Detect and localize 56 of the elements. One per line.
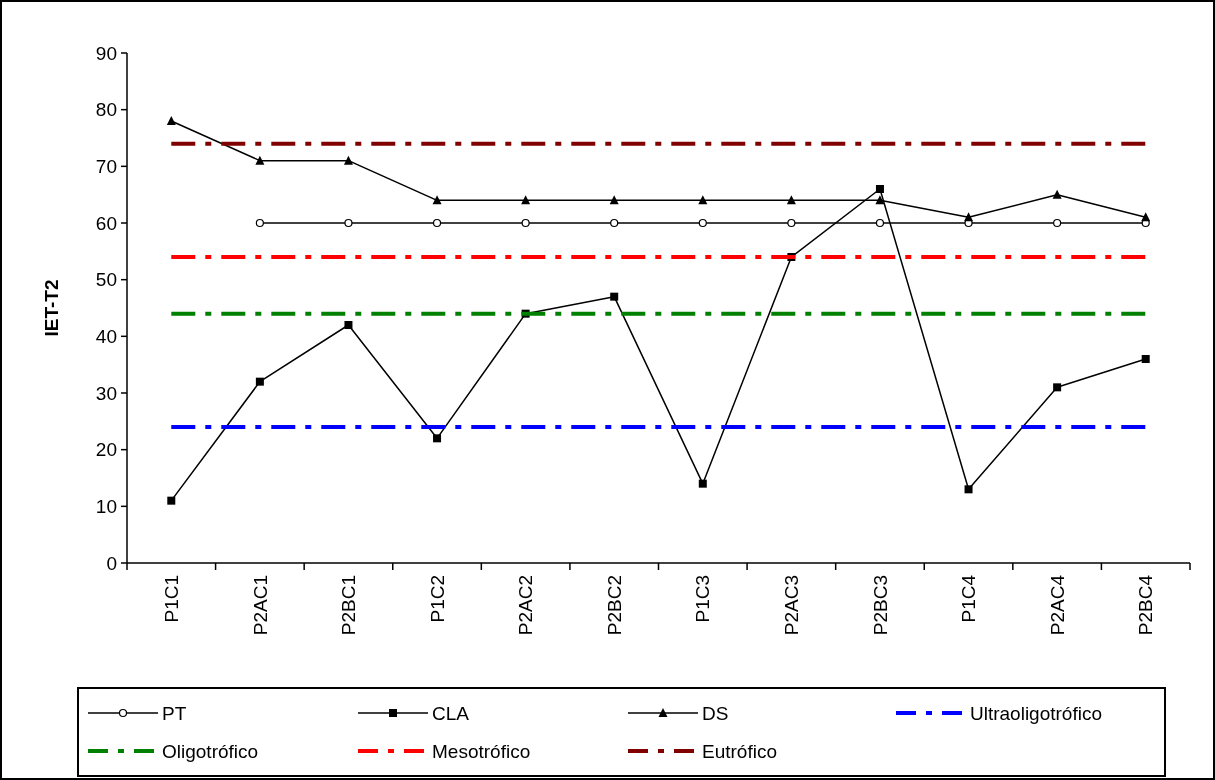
point: [166, 116, 176, 125]
x-tick-label: P2AC3: [781, 575, 803, 636]
y-tick-label: 80: [95, 99, 117, 121]
y-tick-label: 60: [95, 212, 117, 234]
point: [787, 218, 796, 228]
legend-label: DS: [702, 702, 729, 724]
point: [964, 212, 974, 222]
legend-label: PT: [162, 702, 187, 724]
point: [343, 155, 353, 165]
point: [432, 218, 442, 228]
point: [875, 218, 885, 228]
x-tick-label: P1C3: [692, 575, 714, 623]
y-tick-label: 30: [95, 382, 117, 404]
point: [698, 218, 707, 228]
y-tick-label: 20: [95, 439, 117, 461]
point: [875, 195, 885, 205]
x-tick-label: P2BC1: [338, 575, 360, 636]
x-tick-label: P1C1: [160, 575, 182, 623]
point: [167, 496, 176, 505]
legend-label: CLA: [432, 702, 470, 724]
point: [875, 185, 884, 193]
x-tick-label: P2BC3: [869, 575, 891, 636]
y-tick-label: 90: [95, 42, 117, 64]
point: [1053, 383, 1062, 392]
point: [433, 434, 442, 443]
y-tick-label: 10: [95, 495, 117, 517]
x-tick-label: P2AC1: [249, 575, 271, 636]
point: [610, 218, 619, 228]
legend-label: Oligotrófico: [162, 740, 259, 762]
y-tick-label: 70: [95, 155, 117, 177]
y-tick-label: 40: [95, 325, 117, 347]
x-tick-label: P2AC2: [515, 575, 537, 636]
point: [521, 218, 530, 228]
point: [1141, 355, 1150, 363]
legend-label: Ultraoligotrófico: [970, 702, 1102, 724]
legend-label: Mesotrófico: [432, 740, 531, 762]
legend-label: Eutrófico: [702, 740, 777, 762]
point: [344, 321, 353, 329]
x-tick-label: P1C4: [958, 574, 980, 623]
point: [255, 377, 264, 386]
y-tick-label: 0: [106, 552, 117, 574]
y-axis-title: IET-T2: [41, 279, 62, 337]
point: [964, 485, 973, 494]
x-tick-label: P2AC4: [1046, 574, 1068, 636]
point: [432, 195, 442, 205]
point: [344, 218, 353, 228]
point: [1053, 218, 1062, 228]
point: [698, 479, 707, 488]
point: [255, 155, 265, 165]
point: [255, 218, 264, 228]
x-tick-label: P2BC4: [1135, 574, 1157, 636]
point: [1052, 189, 1062, 199]
x-tick-label: P1C2: [426, 575, 448, 623]
point: [610, 292, 619, 301]
x-tick-label: P2BC2: [603, 575, 625, 636]
y-tick-label: 50: [95, 269, 117, 291]
